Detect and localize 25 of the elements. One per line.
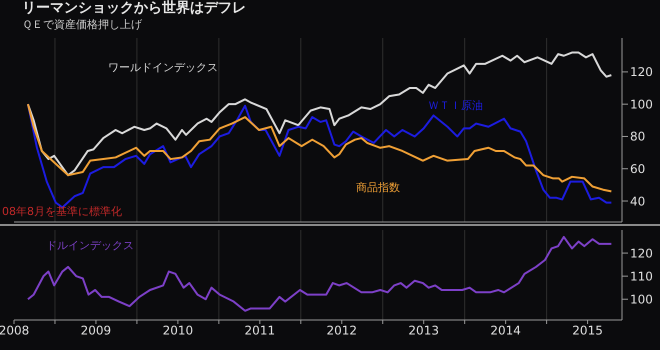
y-tick-label: 100 xyxy=(630,97,653,112)
x-tick-label: 2013 xyxy=(408,324,439,338)
text: ワールドインデックス xyxy=(108,60,218,75)
x-tick-label: 2014 xyxy=(490,324,521,338)
y-tick-label: 110 xyxy=(630,269,653,284)
y-tick-label: 120 xyxy=(630,246,653,260)
chart-title: リーマンショックから世界はデフレ xyxy=(22,0,247,17)
y-tick-label: 40 xyxy=(630,194,646,208)
x-tick-label: 2010 xyxy=(162,324,194,338)
x-tick-label: 2011 xyxy=(244,324,276,338)
x-tick-label: 2015 xyxy=(572,324,603,338)
y-tick-label: 120 xyxy=(630,65,653,80)
x-tick-label: 2009 xyxy=(80,324,112,338)
annotation: 08年8月を基準に標準化 xyxy=(2,204,122,219)
y-tick-label: 80 xyxy=(630,130,646,144)
chart-subtitle: ＱＥで資産価格押し上げ xyxy=(22,17,143,32)
y-tick-label: 60 xyxy=(630,162,646,176)
line-series xyxy=(26,236,612,312)
x-tick-label: 2012 xyxy=(326,324,358,338)
y-tick-label: 100 xyxy=(630,292,653,306)
series-label: ＷＴＩ原油 xyxy=(428,98,483,113)
x-tick-label: 2008 xyxy=(0,324,30,338)
text: 商品指数 xyxy=(356,180,400,195)
line-series xyxy=(26,52,612,176)
series-label: ドルインデックス xyxy=(46,238,134,253)
